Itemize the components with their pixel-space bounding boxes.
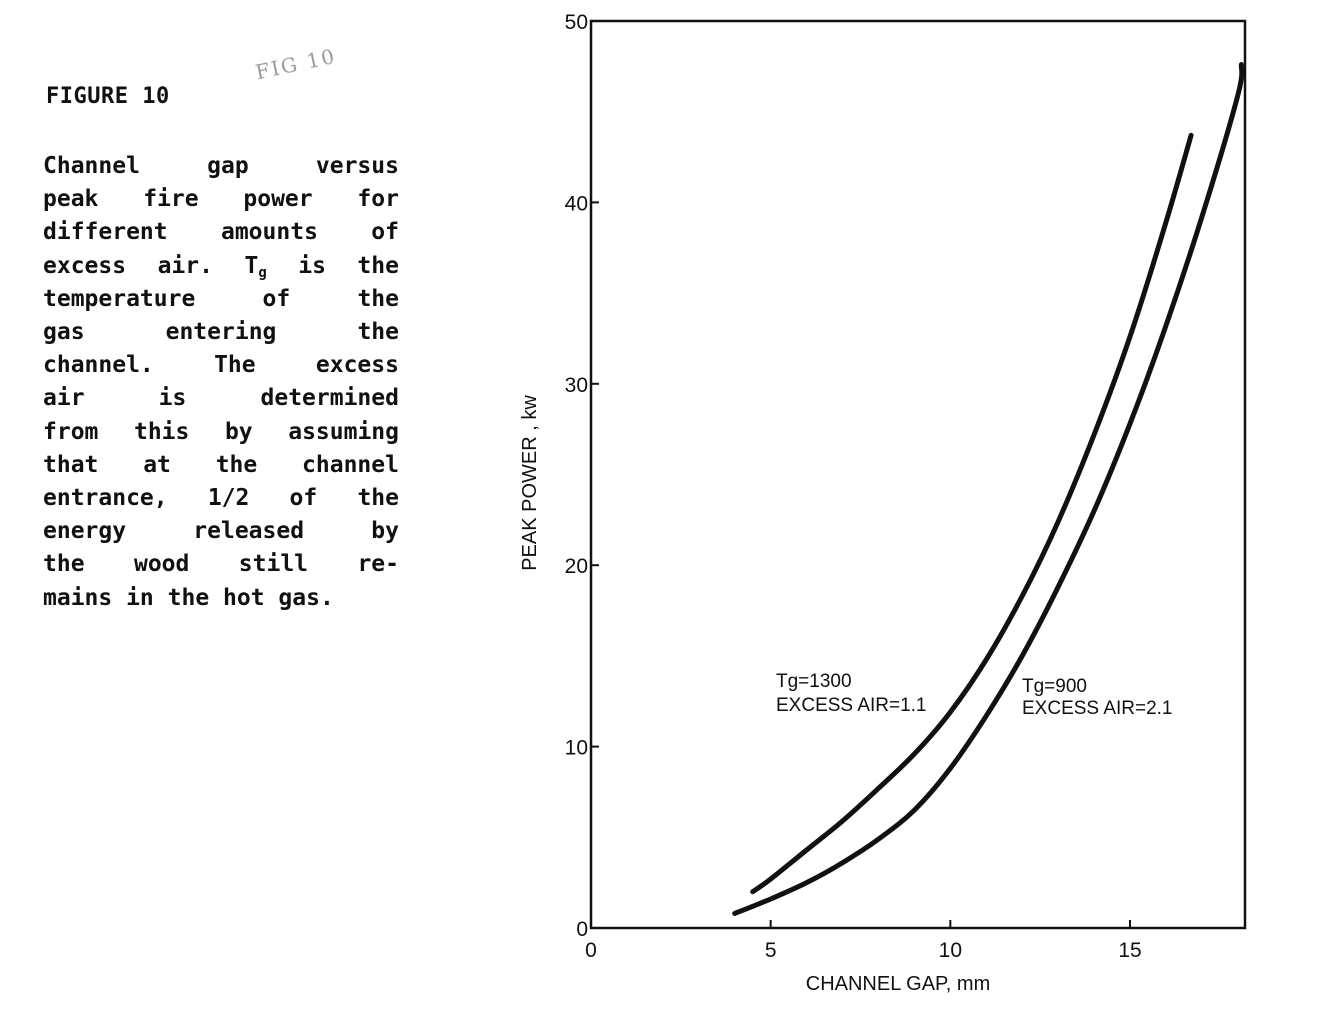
caption-word: gap [207,153,249,179]
caption-word: channel. [43,352,154,379]
caption-line: mains in the hot gas. [43,582,399,615]
caption-word: The [214,352,256,379]
figure-caption: Channel gap versus peak fire power for d… [43,150,399,615]
y-axis: 0 10 20 30 40 50 [565,11,599,941]
caption-word: of [262,285,291,312]
caption-word: entering [165,319,277,346]
caption-word: assuming [288,418,399,445]
caption-word: the [357,252,399,279]
caption-line: entrance, 1/2 of the [43,482,399,515]
caption-line: Channel gap versus [43,150,399,183]
caption-word: mains in the hot gas. [43,584,334,611]
caption-word: temperature [43,285,196,312]
caption-word: that [43,451,99,478]
caption-line: from this by assuming [43,416,399,449]
caption-word: by [371,518,399,545]
caption-word: air [43,385,85,412]
caption-word: excess [43,252,127,279]
caption-line: peak fire power for [43,183,399,216]
caption-word: entrance, [43,485,168,512]
y-axis-label: PEAK POWER , kw [519,395,541,571]
caption-word: the [357,485,399,512]
caption-word: at [143,451,171,478]
caption-variable-subscript: g [258,264,267,281]
caption-word: the [357,285,399,312]
caption-word: the [357,319,399,346]
caption-word: fire [143,186,199,213]
series-annotation-1-line2: EXCESS AIR=1.1 [776,695,927,716]
caption-word: for [357,186,399,213]
caption-word: 1/2 [207,485,250,512]
plot-frame [589,19,1247,930]
y-tick-label: 50 [565,11,588,34]
y-tick-label: 0 [576,918,588,941]
caption-word: different [43,219,168,246]
caption-word: gas [43,319,85,346]
caption-word: amounts [220,219,318,246]
caption-word: by [224,418,253,445]
series-annotation-2-line1: Tg=900 [1022,676,1087,697]
caption-word: released [193,518,305,545]
series-annotation-1-line1: Tg=1300 [776,671,852,692]
caption-line: different amounts of [43,216,399,249]
caption-word: excess [315,352,399,379]
caption-word: versus [315,153,399,179]
caption-word: air. [157,252,213,279]
caption-word: Channel [43,153,140,179]
series-layer [732,62,1245,916]
x-tick-label: 15 [1118,939,1141,962]
caption-word: of [289,485,318,512]
figure-label: FIGURE 10 [46,84,170,109]
caption-line: air is determined [43,382,399,415]
caption-word: is [158,385,187,412]
caption-word: wood [133,551,190,578]
y-tick-label: 20 [565,555,588,578]
caption-word: re- [357,551,399,578]
caption-variable-symbol: T [244,252,259,279]
x-axis: 0 5 10 15 [585,920,1142,962]
caption-word: determined [260,385,399,412]
caption-word: still [238,551,309,578]
caption-line: energy released by [43,515,399,548]
caption-line: that at the channel [43,449,399,482]
series-line-1 [750,132,1194,895]
caption-word: the [215,451,258,478]
series-line-2 [732,62,1245,916]
caption-line: gas entering the [43,316,399,349]
x-tick-label: 0 [585,939,597,962]
caption-line: the wood still re- [43,548,399,581]
y-tick-label: 30 [565,374,588,397]
caption-word: from [43,418,99,445]
x-tick-label: 5 [765,939,777,962]
caption-variable: Tg [244,250,266,283]
x-axis-label: CHANNEL GAP, mm [806,973,990,995]
series-annotation-2-line2: EXCESS AIR=2.1 [1022,698,1173,719]
caption-line: excess air. Tg is the [43,250,399,283]
caption-word: of [371,219,399,246]
x-tick-label: 10 [939,939,962,962]
caption-word: channel [302,451,399,478]
caption-word: peak [43,186,99,213]
caption-line: channel. The excess [43,349,399,382]
y-tick-label: 40 [565,192,588,215]
caption-word: energy [43,518,127,545]
y-tick-label: 10 [565,737,588,760]
caption-word: this [133,418,190,445]
caption-line: temperature of the [43,283,399,316]
caption-word: the [43,551,85,578]
caption-word: power [243,186,313,213]
caption-word: is [298,252,326,279]
